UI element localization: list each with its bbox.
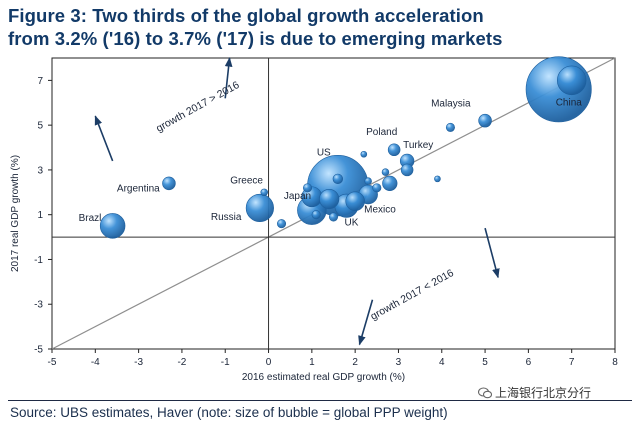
bubble-brazl <box>99 213 126 239</box>
bubble-unlabeled <box>556 65 587 96</box>
bubble-label-us: US <box>317 148 331 159</box>
y-tick-label: -5 <box>34 345 43 356</box>
x-tick-label: 8 <box>612 357 618 368</box>
source-note: Source: UBS estimates, Haver (note: size… <box>10 405 448 420</box>
bubble-argentina <box>162 176 176 191</box>
bubble-russia <box>245 193 274 223</box>
bubble-unlabeled <box>319 188 340 210</box>
bubble-unlabeled <box>445 122 455 132</box>
wechat-icon <box>478 386 492 398</box>
bubble-unlabeled <box>332 173 344 185</box>
bubble-unlabeled <box>372 183 382 193</box>
bubble-unlabeled <box>311 210 321 220</box>
bubble-unlabeled <box>364 177 372 185</box>
watermark-text: 上海银行北京分行 <box>495 386 592 400</box>
y-axis-label: 2017 real GDP growth (%) <box>10 155 21 272</box>
bubble-malaysia <box>478 113 492 128</box>
x-tick-label: 7 <box>569 357 575 368</box>
direction-arrow <box>224 57 233 99</box>
y-tick-label: 7 <box>37 76 43 87</box>
bubble-label-russia: Russia <box>211 212 242 223</box>
region-annotation: growth 2017 < 2016 <box>369 267 456 323</box>
x-tick-label: -2 <box>177 357 186 368</box>
region-annotation: growth 2017 > 2016 <box>154 79 241 135</box>
bubble-greece <box>260 188 268 197</box>
plot-frame <box>51 57 616 350</box>
bubble-label-mexico: Mexico <box>364 205 396 216</box>
direction-arrow <box>94 115 114 162</box>
chart-title-line-1: Figure 3: Two thirds of the global growt… <box>8 5 484 26</box>
bubble-unlabeled <box>277 219 287 229</box>
y-tick-label: -3 <box>34 300 43 311</box>
bubble-unlabeled <box>400 163 414 177</box>
bubble-label-brazl: Brazl <box>79 213 102 224</box>
x-tick-label: -1 <box>221 357 230 368</box>
bubble-label-china: China <box>556 97 583 108</box>
y-tick-label: 3 <box>37 165 43 176</box>
x-tick-label: 0 <box>266 357 272 368</box>
bubble-unlabeled <box>360 150 368 158</box>
chart-title-line-2: from 3.2% ('16) to 3.7% ('17) is due to … <box>8 28 503 49</box>
bubble-unlabeled <box>345 191 365 211</box>
bubble-unlabeled <box>434 175 441 183</box>
bubble-unlabeled <box>302 183 313 193</box>
x-tick-label: 5 <box>482 357 488 368</box>
x-tick-label: -3 <box>134 357 143 368</box>
x-tick-label: -4 <box>91 357 100 368</box>
y-tick-label: 5 <box>37 121 43 132</box>
footer-divider <box>8 400 632 401</box>
bubble-label-poland: Poland <box>366 127 397 138</box>
bubble-unlabeled <box>382 175 398 191</box>
bubble-label-turkey: Turkey <box>403 140 433 151</box>
x-tick-label: 1 <box>309 357 315 368</box>
bubble-label-argentina: Argentina <box>117 183 160 194</box>
x-tick-label: 2 <box>352 357 358 368</box>
x-tick-label: 6 <box>526 357 532 368</box>
y-tick-label: -1 <box>34 255 43 266</box>
bubble-label-malaysia: Malaysia <box>431 99 471 110</box>
x-tick-label: 3 <box>396 357 402 368</box>
y-tick-label: 1 <box>37 210 43 221</box>
bubble-chart: -5 -4 -3 -2 -1 0 1 2 3 4 5 6 7 8 -5 -3 -1 1 3 5 7 2016 estima… <box>10 56 618 383</box>
bubble-label-uk: UK <box>344 218 358 229</box>
bubble-label-japan: Japan <box>284 191 311 202</box>
bubble-unlabeled <box>381 168 390 176</box>
x-tick-label: 4 <box>439 357 445 368</box>
bubble-label-greece: Greece <box>230 175 263 186</box>
bubble-poland <box>387 143 401 157</box>
watermark: 上海银行北京分行 <box>478 384 591 401</box>
direction-arrow <box>484 227 500 279</box>
chart-title: Figure 3: Two thirds of the global growt… <box>8 4 633 50</box>
x-tick-label: -5 <box>48 357 57 368</box>
bubble-unlabeled <box>328 212 339 222</box>
x-axis-label: 2016 estimated real GDP growth (%) <box>242 372 405 383</box>
direction-arrow <box>358 299 374 346</box>
